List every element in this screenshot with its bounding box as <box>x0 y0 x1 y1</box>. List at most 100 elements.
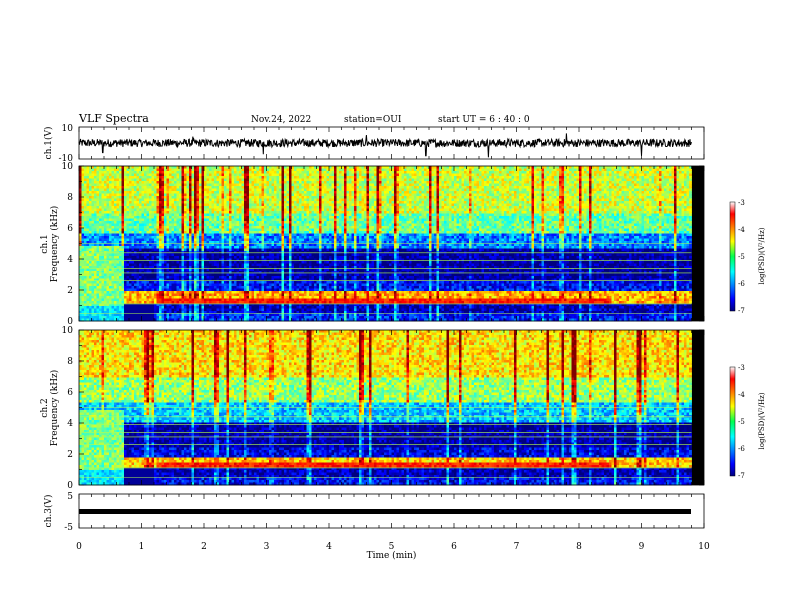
spectrogram-cell <box>141 183 145 187</box>
spectrogram-cell <box>286 193 290 197</box>
spectrogram-cell <box>506 166 510 169</box>
spectrogram-cell <box>331 186 335 189</box>
spectrogram-cell <box>89 206 92 209</box>
spectrogram-cell <box>376 206 380 209</box>
spectrogram-cell <box>481 211 485 214</box>
spectrogram-cell <box>546 168 550 172</box>
spectrogram-cell <box>429 168 432 172</box>
spectrogram-cell <box>84 213 87 217</box>
spectrogram-cell <box>614 211 617 214</box>
spectrogram-cell <box>664 183 667 187</box>
spectrogram-cell <box>311 201 315 204</box>
spectrogram-cell <box>641 168 645 172</box>
spectrogram-cell <box>604 213 607 217</box>
spectrogram-cell <box>444 208 447 212</box>
spectrogram-cell <box>334 171 337 174</box>
spectrogram-cell <box>606 201 610 204</box>
spectrogram-cell <box>511 188 515 192</box>
spectrogram-cell <box>521 183 525 187</box>
spectrogram-cell <box>399 213 402 217</box>
spectrogram-cell <box>584 198 587 202</box>
spectrogram-cell <box>89 191 92 194</box>
spectrogram-cell <box>399 173 402 177</box>
spectrogram-cell <box>669 191 672 194</box>
spectrogram-cell <box>121 166 125 169</box>
spectrogram-cell <box>334 173 337 177</box>
spectrogram-cell <box>491 188 495 192</box>
spectrogram-cell <box>584 176 587 179</box>
spectrogram-cell <box>104 183 107 187</box>
spectrogram-cell <box>506 193 510 197</box>
spectrogram-cell <box>164 201 167 204</box>
spectrogram-cell <box>184 216 187 219</box>
spectrogram-cell <box>141 188 145 192</box>
spectrogram-cell <box>196 201 200 204</box>
spectrogram-cell <box>154 213 157 217</box>
spectrogram-cell <box>424 188 427 192</box>
spectrogram-cell <box>249 216 252 219</box>
spectrogram-cell <box>616 201 620 204</box>
spectrogram-cell <box>249 173 252 177</box>
spectrogram-cell <box>474 181 477 184</box>
spectrogram-cell <box>456 173 460 177</box>
spectrogram-cell <box>324 208 327 212</box>
spectrogram-cell <box>594 166 597 169</box>
spectrogram-cell <box>656 206 660 209</box>
spectrogram-cell <box>284 213 287 217</box>
spectrogram-cell <box>426 181 430 184</box>
spectrogram-cell <box>614 181 617 184</box>
spectrogram-cell <box>154 183 157 187</box>
spectrogram-cell <box>129 206 132 209</box>
spectrogram-cell <box>244 181 247 184</box>
spectrogram-cell <box>179 193 182 197</box>
spectrogram-cell <box>496 208 500 212</box>
spectrogram-cell <box>561 183 565 187</box>
spectrogram-cell <box>301 188 305 192</box>
spectrogram-cell <box>386 188 390 192</box>
spectrogram-cell <box>574 188 577 192</box>
spectrogram-cell <box>664 213 667 217</box>
spectrogram-cell <box>116 216 120 219</box>
spectrogram-cell <box>224 188 227 192</box>
spectrogram-cell <box>329 183 332 187</box>
spectrogram-cell <box>561 208 565 212</box>
spectrogram-cell <box>171 196 175 199</box>
spectrogram-cell <box>101 213 105 217</box>
spectrogram-cell <box>384 186 387 189</box>
spectrogram-cell <box>644 186 647 189</box>
spectrogram-cell <box>674 188 677 192</box>
spectrogram-cell <box>261 211 265 214</box>
spectrogram-cell <box>221 206 225 209</box>
spectrogram-cell <box>496 198 500 202</box>
spectrogram-cell <box>559 181 562 184</box>
spectrogram-cell <box>274 201 277 204</box>
spectrogram-cell <box>549 193 552 197</box>
spectrogram-cell <box>299 176 302 179</box>
spectrogram-cell <box>189 196 192 199</box>
spectrogram-cell <box>409 196 412 199</box>
spectrogram-cell <box>181 181 185 184</box>
spectrogram-cell <box>231 211 235 214</box>
spectrogram-cell <box>104 206 107 209</box>
spectrogram-cell <box>229 201 232 204</box>
spectrogram-cell <box>659 193 662 197</box>
spectrogram-cell <box>519 203 522 207</box>
spectrogram-cell <box>121 178 125 182</box>
spectrogram-cell <box>289 208 292 212</box>
spectrogram-cell <box>614 201 617 204</box>
spectrogram-cell <box>511 183 515 187</box>
spectrogram-cell <box>261 171 265 174</box>
spectrogram-cell <box>516 176 520 179</box>
spectrogram-cell <box>144 208 147 212</box>
spectrogram-cell <box>624 206 627 209</box>
spectrogram-cell <box>146 198 150 202</box>
spectrogram-cell <box>319 201 322 204</box>
spectrogram-cell <box>654 211 657 214</box>
spectrogram-cell <box>309 191 312 194</box>
spectrogram-cell <box>614 188 617 192</box>
spectrogram-cell <box>436 198 440 202</box>
spectrogram-cell <box>456 196 460 199</box>
spectrogram-cell <box>149 173 152 177</box>
spectrogram-cell <box>259 213 262 217</box>
spectrogram-cell <box>331 168 335 172</box>
